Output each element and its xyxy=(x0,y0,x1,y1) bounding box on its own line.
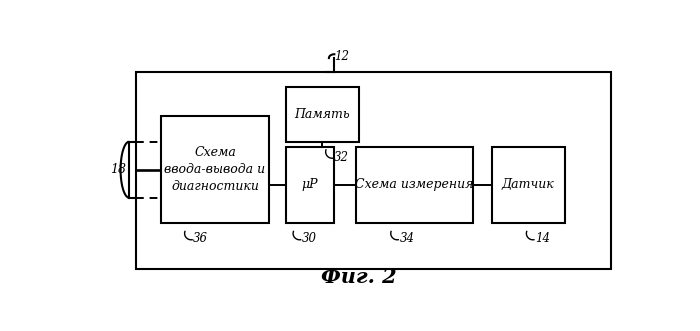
FancyBboxPatch shape xyxy=(136,71,611,269)
Text: 18: 18 xyxy=(111,163,127,176)
FancyBboxPatch shape xyxy=(286,147,335,223)
FancyBboxPatch shape xyxy=(356,147,473,223)
Text: 36: 36 xyxy=(193,232,209,245)
FancyBboxPatch shape xyxy=(286,87,358,142)
Text: Схема измерения: Схема измерения xyxy=(355,178,473,192)
Text: 12: 12 xyxy=(335,50,349,63)
FancyBboxPatch shape xyxy=(161,116,270,223)
Text: Память: Память xyxy=(294,108,350,121)
Text: Схема
ввода-вывода и
диагностики: Схема ввода-вывода и диагностики xyxy=(164,146,265,193)
Text: μP: μP xyxy=(302,178,318,192)
Text: Фиг. 2: Фиг. 2 xyxy=(321,267,397,287)
FancyBboxPatch shape xyxy=(491,147,565,223)
Text: 30: 30 xyxy=(302,232,317,245)
Text: 32: 32 xyxy=(335,151,349,164)
Text: 34: 34 xyxy=(400,232,414,245)
Text: Датчик: Датчик xyxy=(502,178,554,192)
Text: 14: 14 xyxy=(535,232,550,245)
